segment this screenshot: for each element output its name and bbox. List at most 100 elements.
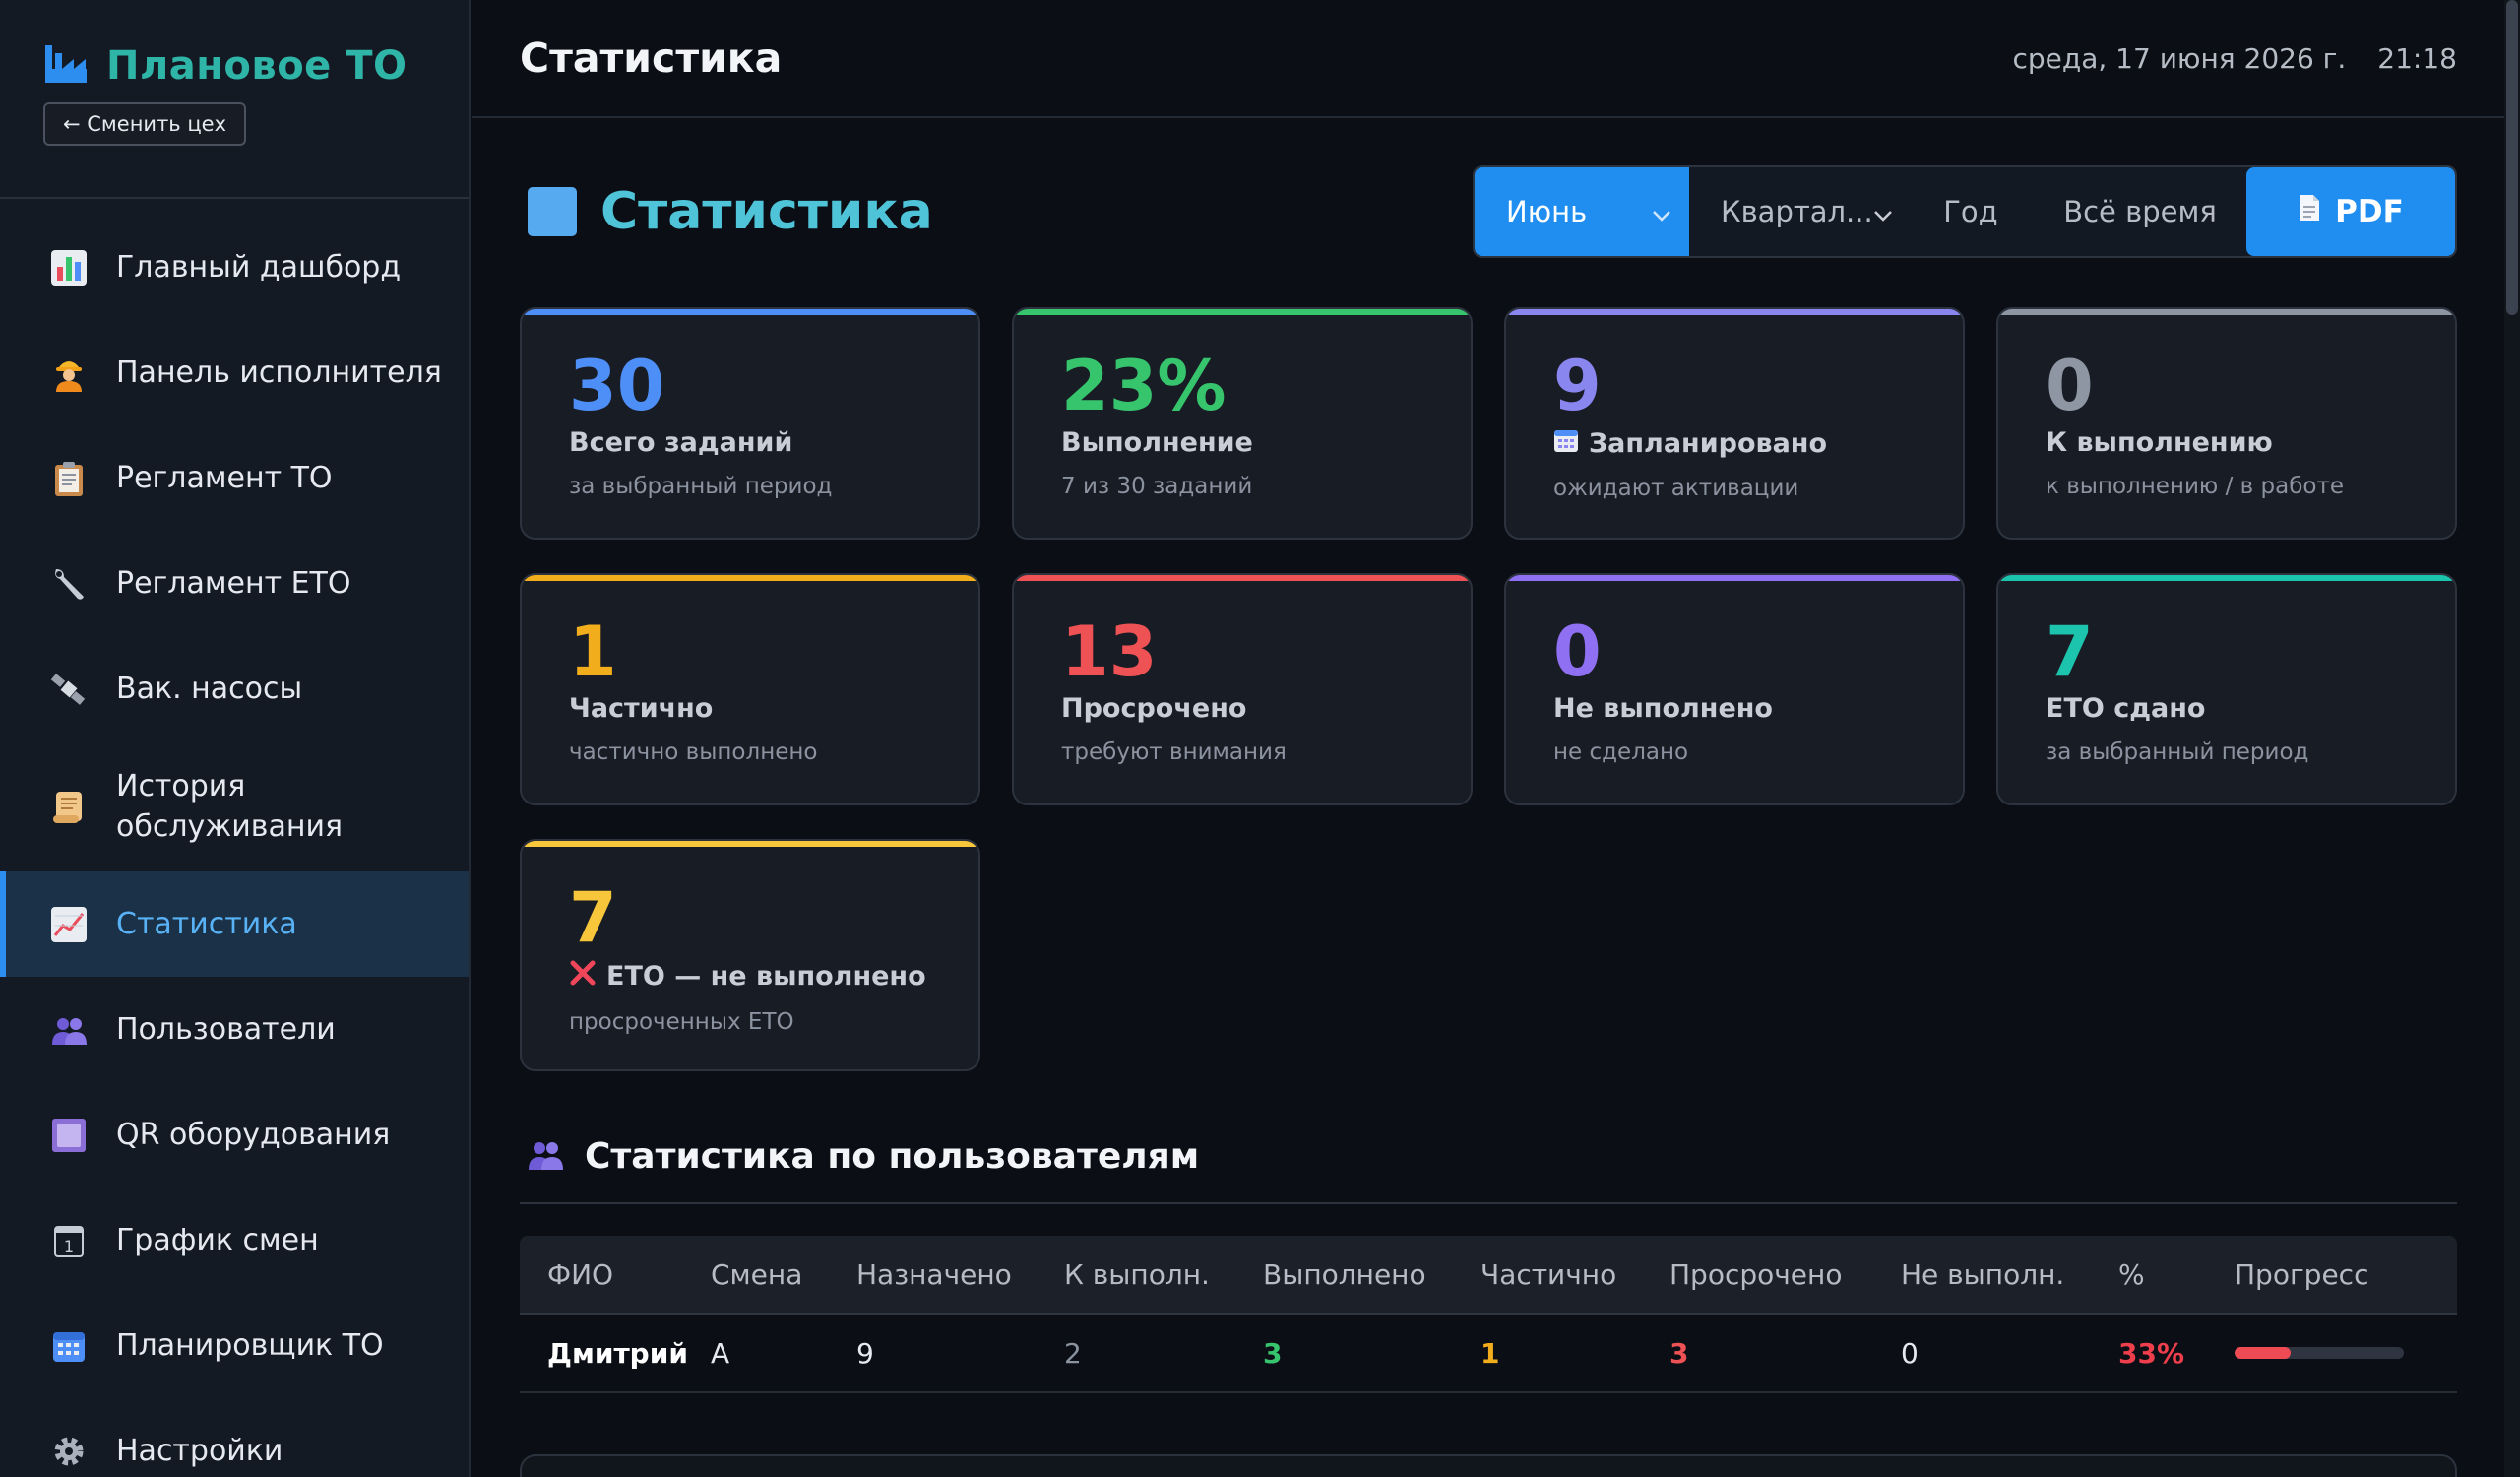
calendar-1-icon: 1 (49, 1221, 89, 1260)
sidebar-item-qr[interactable]: QR оборудования (0, 1082, 469, 1188)
sidebar-item-settings[interactable]: Настройки (0, 1398, 469, 1477)
card-subtitle: к выполнению / в работе (2046, 474, 2344, 499)
table-row[interactable]: Дмитрий А 9 2 3 1 3 0 33% (520, 1315, 2457, 1393)
scrollbar-thumb[interactable] (2506, 0, 2518, 315)
column-header[interactable]: ФИО (547, 1257, 614, 1291)
card-value: 7 (2046, 611, 2094, 692)
column-header[interactable]: Просрочено (1670, 1257, 1843, 1291)
column-header[interactable]: Не выполн. (1901, 1257, 2065, 1291)
current-date: среда, 17 июня 2026 г. (2012, 41, 2347, 75)
card-subtitle: требуют внимания (1061, 739, 1287, 765)
sidebar-item-executor[interactable]: Панель исполнителя (0, 320, 469, 425)
document-icon (2298, 193, 2321, 230)
sidebar-item-label: Настройки (116, 1434, 284, 1468)
card-value: 30 (569, 346, 665, 426)
card-accent-bar (1998, 575, 2455, 581)
table-header: ФИО Смена Назначено К выполн. Выполнено … (520, 1236, 2457, 1315)
pdf-export-button[interactable]: PDF (2246, 167, 2455, 256)
card-label: К выполнению (2046, 427, 2455, 458)
card-label-text: ЕТО — не выполнено (606, 961, 926, 992)
column-header[interactable]: % (2118, 1257, 2145, 1291)
column-header[interactable]: К выполн. (1064, 1257, 1210, 1291)
brand-row: Плановое ТО (43, 43, 469, 89)
stat-card-eto-done: 7 ЕТО сдано за выбранный период (1996, 573, 2457, 805)
card-value: 13 (1061, 611, 1158, 692)
sidebar-item-statistics[interactable]: Статистика (0, 871, 469, 977)
month-select-value: Июнь (1506, 195, 1588, 228)
cell-progress (2235, 1347, 2457, 1359)
sidebar: Плановое ТО ← Сменить цех Главный дашбор… (0, 0, 471, 1477)
card-label: Всего заданий (569, 427, 978, 458)
cell-overdue: 3 (1670, 1336, 1689, 1370)
cell-to-do: 2 (1064, 1336, 1082, 1370)
chevron-down-icon (1652, 195, 1671, 228)
card-label-text: Частично (569, 693, 714, 724)
sidebar-item-dashboard[interactable]: Главный дашборд (0, 215, 469, 320)
scroll-icon (49, 787, 89, 826)
period-filter: Июнь Квартал... Год Всё время PDF (1473, 165, 2457, 258)
card-label-text: Просрочено (1061, 693, 1247, 724)
card-accent-bar (1014, 309, 1471, 315)
column-header[interactable]: Частично (1480, 1257, 1617, 1291)
stat-card-not-done: 0 Не выполнено не сделано (1504, 573, 1965, 805)
section-header: Статистика Июнь Квартал... Год Всё время (520, 165, 2457, 258)
stat-card-total: 30 Всего заданий за выбранный период (520, 307, 980, 540)
sidebar-item-label: График смен (116, 1223, 319, 1257)
stat-card-scheduled: 9 Запланировано ожидают активации (1504, 307, 1965, 540)
card-subtitle: за выбранный период (2046, 739, 2309, 765)
card-accent-bar (522, 575, 978, 581)
section-title: Статистика (600, 182, 933, 241)
top-header: Статистика среда, 17 июня 2026 г. 21:18 (472, 0, 2504, 118)
sidebar-item-users[interactable]: Пользователи (0, 977, 469, 1082)
sidebar-item-label: QR оборудования (116, 1118, 391, 1152)
card-label-text: Всего заданий (569, 427, 793, 458)
blue-square-icon (528, 187, 577, 236)
sidebar-item-vacuum-pumps[interactable]: Вак. насосы (0, 636, 469, 741)
sidebar-item-label: Статистика (116, 907, 297, 941)
cell-done: 3 (1263, 1336, 1283, 1370)
sidebar-item-shift-schedule[interactable]: 1 График смен (0, 1188, 469, 1293)
card-subtitle: 7 из 30 заданий (1061, 474, 1253, 499)
calendar-icon (1553, 427, 1579, 460)
switch-workshop-button[interactable]: ← Сменить цех (43, 102, 247, 146)
year-button[interactable]: Год (1943, 195, 1998, 228)
column-header[interactable]: Выполнено (1263, 1257, 1426, 1291)
column-header[interactable]: Смена (711, 1257, 803, 1291)
all-time-button[interactable]: Всё время (2063, 195, 2217, 228)
brand-block: Плановое ТО ← Сменить цех (0, 0, 469, 199)
section-title-wrap: Статистика (520, 182, 933, 241)
card-label: Просрочено (1061, 693, 1471, 724)
progress-bar (2235, 1347, 2404, 1359)
page-scrollbar[interactable] (2504, 0, 2520, 1477)
cell-partial: 1 (1480, 1336, 1500, 1370)
card-label: Запланировано (1553, 427, 1963, 460)
sidebar-item-eto-regulation[interactable]: Регламент ЕТО (0, 531, 469, 636)
quarter-select[interactable]: Квартал... (1689, 167, 1904, 256)
progress-fill (2235, 1347, 2291, 1359)
sidebar-item-label: Панель исполнителя (116, 355, 442, 390)
card-subtitle: ожидают активации (1553, 476, 1799, 501)
sidebar-item-label: Главный дашборд (116, 250, 402, 285)
card-value: 9 (1553, 346, 1602, 426)
stat-card-eto-not-done: 7 ЕТО — не выполнено просроченных ЕТО (520, 839, 980, 1071)
cell-percent: 33% (2118, 1336, 2185, 1370)
sidebar-item-label: Регламент ТО (116, 461, 333, 495)
brand-title: Плановое ТО (106, 43, 408, 89)
sidebar-item-to-regulation[interactable]: Регламент ТО (0, 425, 469, 531)
cell-name: Дмитрий (547, 1336, 688, 1370)
stat-card-overdue: 13 Просрочено требуют внимания (1012, 573, 1473, 805)
column-header[interactable]: Назначено (856, 1257, 1012, 1291)
sidebar-item-planner[interactable]: Планировщик ТО (0, 1293, 469, 1398)
qr-icon (49, 1116, 89, 1155)
users-section-header: Статистика по пользователям (520, 1136, 2457, 1204)
card-subtitle: за выбранный период (569, 474, 833, 499)
stat-card-to-do: 0 К выполнению к выполнению / в работе (1996, 307, 2457, 540)
stat-card-partial: 1 Частично частично выполнено (520, 573, 980, 805)
cell-not-done: 0 (1901, 1336, 1919, 1370)
cell-shift: А (711, 1336, 730, 1370)
month-select[interactable]: Июнь (1475, 167, 1689, 256)
sidebar-item-history[interactable]: История обслуживания (0, 741, 469, 871)
pdf-label: PDF (2335, 194, 2404, 229)
calendar-grid-icon (49, 1326, 89, 1366)
column-header[interactable]: Прогресс (2235, 1257, 2369, 1291)
